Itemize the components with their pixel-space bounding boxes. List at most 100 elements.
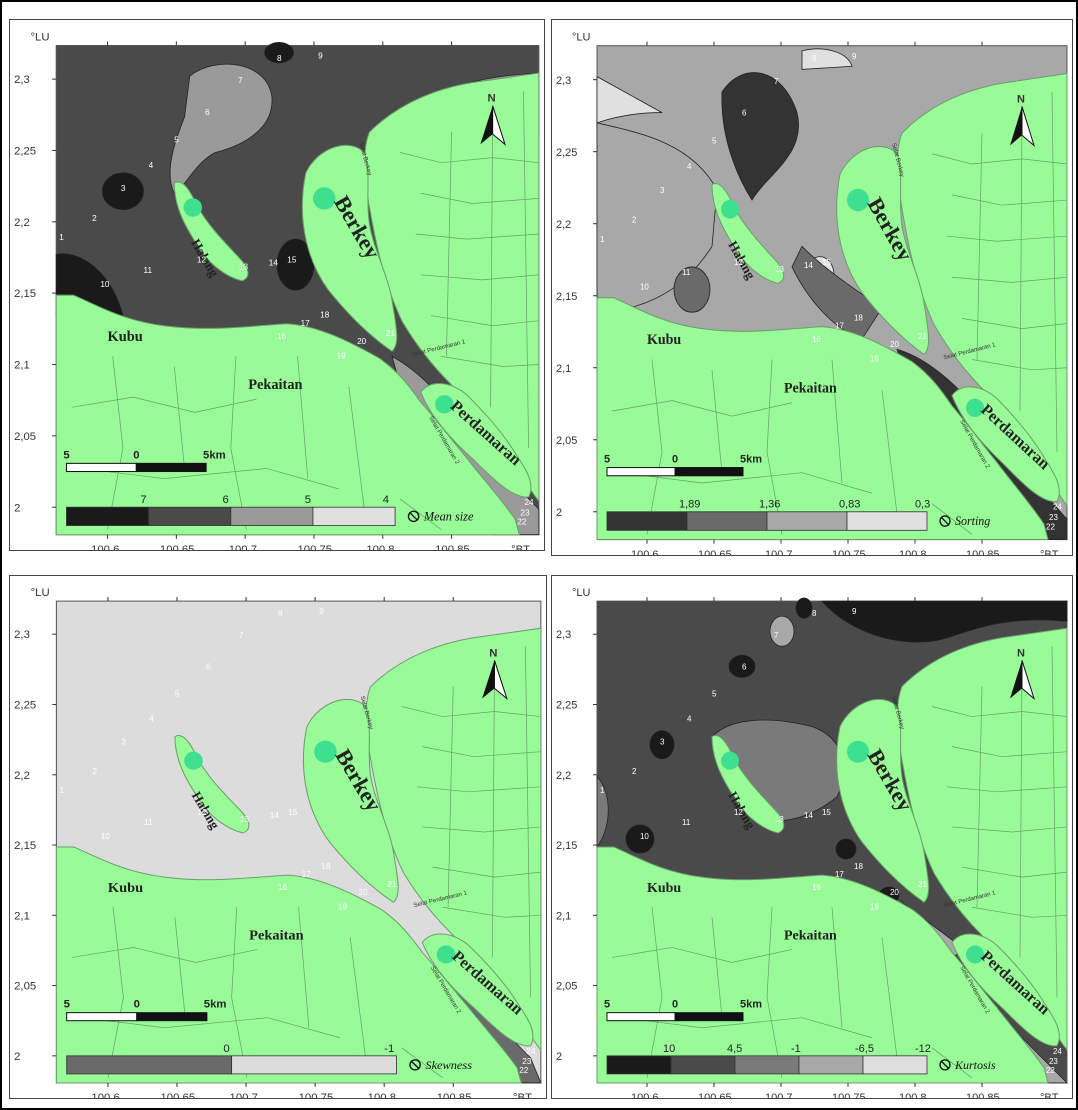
- scale-left: 5: [604, 999, 610, 1011]
- station-11: 11: [144, 266, 153, 275]
- berkey-marker: [314, 740, 337, 763]
- lon-tick-label: 100,65: [160, 544, 195, 550]
- halang-marker: [184, 751, 203, 770]
- land-east: [896, 627, 1068, 1052]
- contour-patch: [102, 172, 144, 210]
- legend-symbol-icon: [407, 510, 420, 523]
- lat-tick-label: 2,3: [556, 75, 571, 87]
- station-12: 12: [734, 808, 743, 817]
- lon-tick-label: 100,85: [966, 1092, 1000, 1098]
- place-pekaitan: Pekaitan: [784, 380, 837, 396]
- station-14: 14: [804, 811, 813, 820]
- station-11: 11: [682, 818, 691, 827]
- contour-patch: [596, 122, 718, 314]
- land-mainland: [596, 297, 1049, 541]
- station-15: 15: [287, 256, 297, 265]
- scale-left: 5: [64, 999, 70, 1011]
- lon-tick-label: 100,85: [437, 1092, 472, 1098]
- lat-tick-label: 2,05: [14, 981, 36, 993]
- station-5: 5: [174, 135, 179, 144]
- station-12: 12: [198, 808, 208, 817]
- lon-tick-label: 100,7: [765, 549, 792, 555]
- legend-value: 4: [383, 494, 389, 506]
- station-9: 9: [852, 607, 857, 616]
- legend-swatch: [862, 1055, 928, 1075]
- scale-bar: 5 0 5km: [64, 999, 227, 1022]
- perdamaran-marker: [966, 398, 984, 418]
- lon-tick-label: 100,8: [899, 1092, 927, 1098]
- lat-tick-label: 2: [14, 502, 20, 514]
- legend-value: 0,3: [915, 499, 930, 511]
- lat-unit-label: °LU: [31, 587, 50, 599]
- lat-tick-label: 2,25: [14, 146, 36, 158]
- contour-patch: [801, 48, 853, 70]
- station-8: 8: [278, 609, 283, 618]
- scale-mid: 0: [133, 449, 139, 461]
- lat-tick-label: 2,05: [556, 435, 577, 447]
- station-21: 21: [918, 880, 927, 889]
- lon-unit-label: °BT: [1040, 1092, 1059, 1098]
- station-13: 13: [240, 815, 250, 824]
- legend-symbol-slash: [410, 1060, 420, 1070]
- legend-swatch: [766, 511, 848, 531]
- legend-title: Mean size: [423, 509, 474, 523]
- lon-tick-label: 100,6: [91, 1092, 119, 1098]
- lon-unit-label: °BT: [513, 1092, 532, 1098]
- lat-unit-label: °LU: [31, 31, 50, 43]
- lat-tick-label: 2,15: [14, 840, 36, 852]
- lon-tick-label: 100,75: [832, 1092, 866, 1098]
- station-5: 5: [175, 690, 180, 699]
- station-17: 17: [835, 870, 844, 879]
- lon-tick-label: 100,8: [899, 549, 926, 555]
- lat-tick-label: 2,2: [14, 770, 30, 782]
- legend-swatch: [606, 511, 688, 531]
- place-pekaitan: Pekaitan: [249, 928, 304, 944]
- legend-value: 7: [140, 494, 146, 506]
- station-18: 18: [854, 862, 863, 871]
- station-2: 2: [92, 767, 97, 776]
- station-24: 24: [1053, 503, 1062, 512]
- station-13: 13: [775, 265, 784, 274]
- lat-tick-label: 2,25: [556, 699, 577, 711]
- station-16: 16: [277, 332, 287, 341]
- station-12: 12: [734, 258, 743, 267]
- legend-swatch: [230, 506, 314, 526]
- place-pekaitan: Pekaitan: [784, 928, 837, 943]
- contour-patch: [769, 615, 795, 647]
- station-10: 10: [640, 832, 649, 841]
- contour-patch: [625, 824, 655, 854]
- station-10: 10: [100, 280, 110, 289]
- lon-tick-label: 100,7: [230, 1092, 258, 1098]
- admin-boundary: [931, 646, 1068, 998]
- sorting-map-panel: Halang Berkey Kubu Pekaitan Perdamaran Selat …: [551, 19, 1073, 556]
- lon-unit-label: °BT: [1040, 549, 1059, 555]
- scale-bar-black: [674, 1012, 744, 1022]
- station-7: 7: [774, 631, 779, 640]
- scale-right: 5km: [203, 449, 226, 461]
- station-19: 19: [338, 902, 348, 911]
- station-14: 14: [270, 811, 280, 820]
- berkey-marker: [847, 188, 869, 212]
- admin-boundary: [611, 359, 973, 535]
- legend-value: 0: [223, 1043, 229, 1055]
- lat-tick-label: 2,15: [556, 291, 577, 303]
- station-23: 23: [522, 1057, 532, 1066]
- legend-swatch: [798, 1055, 864, 1075]
- legend-value: 5: [305, 494, 311, 506]
- station-8: 8: [277, 54, 282, 63]
- station-21: 21: [918, 332, 927, 341]
- station-8: 8: [812, 609, 817, 618]
- legend: 0 -1 Skewness: [66, 1043, 472, 1075]
- scale-right: 5km: [740, 999, 762, 1011]
- place-kubu: Kubu: [647, 332, 681, 348]
- land-east: [896, 72, 1068, 508]
- legend-swatch: [606, 1055, 672, 1075]
- station-21: 21: [387, 880, 397, 889]
- station-15: 15: [822, 258, 831, 267]
- scale-right: 5km: [204, 999, 227, 1011]
- station-8: 8: [812, 54, 817, 63]
- legend-title: Sorting: [955, 514, 990, 528]
- legend-symbol-icon: [939, 515, 951, 527]
- station-21: 21: [386, 329, 396, 338]
- halang-marker: [183, 198, 203, 217]
